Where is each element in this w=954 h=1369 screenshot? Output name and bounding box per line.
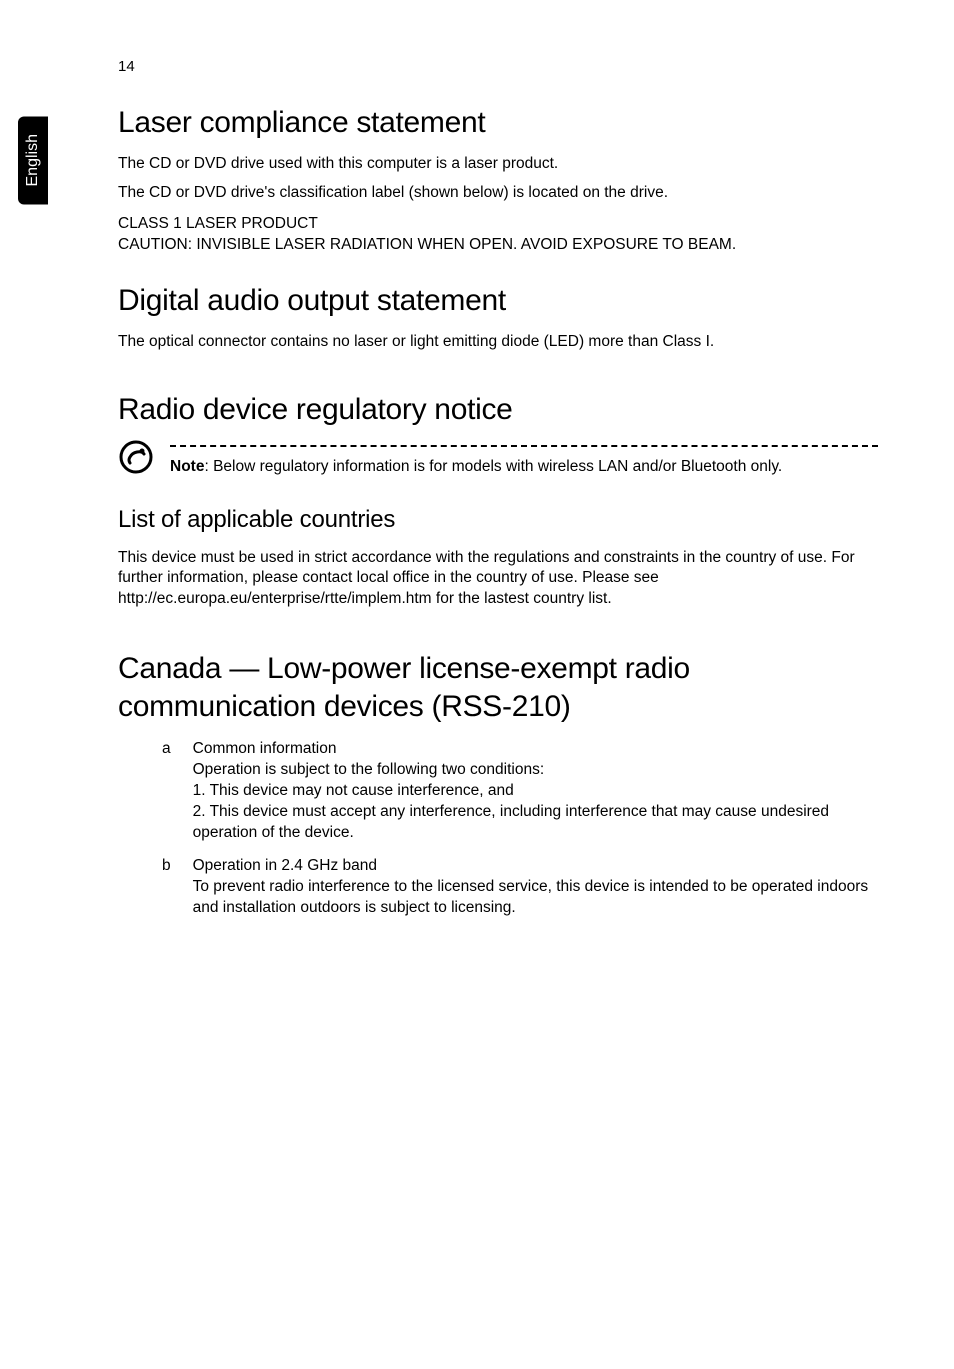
laser-section: Laser compliance statement The CD or DVD…	[118, 106, 878, 256]
digital-audio-heading: Digital audio output statement	[118, 284, 878, 318]
list-marker-a: a	[162, 739, 171, 844]
item-b-line1: Operation in 2.4 GHz band	[193, 856, 878, 877]
language-tab: English	[18, 116, 48, 204]
countries-heading: List of applicable countries	[118, 506, 878, 534]
digital-audio-section: Digital audio output statement The optic…	[118, 284, 878, 353]
note-text: Note: Below regulatory information is fo…	[170, 457, 878, 478]
list-body-b: Operation in 2.4 GHz band To prevent rad…	[193, 856, 878, 919]
note-block: Note: Below regulatory information is fo…	[118, 445, 878, 478]
item-a-line1: Common information	[193, 739, 878, 760]
radio-heading: Radio device regulatory notice	[118, 393, 878, 427]
countries-section: List of applicable countries This device…	[118, 506, 878, 611]
laser-para2: The CD or DVD drive's classification lab…	[118, 183, 878, 204]
canada-heading: Canada — Low-power license-exempt radio …	[118, 650, 878, 725]
list-body-a: Common information Operation is subject …	[193, 739, 878, 844]
page-number: 14	[118, 58, 135, 75]
note-icon	[118, 439, 154, 475]
laser-para3: CLASS 1 LASER PRODUCT	[118, 214, 878, 235]
radio-section: Radio device regulatory notice Note: Bel…	[118, 393, 878, 478]
note-divider	[170, 445, 878, 447]
canada-section: Canada — Low-power license-exempt radio …	[118, 650, 878, 918]
item-b-line2: To prevent radio interference to the lic…	[193, 877, 878, 919]
note-body: : Below regulatory information is for mo…	[204, 458, 782, 475]
item-a-line2: Operation is subject to the following tw…	[193, 760, 878, 781]
laser-heading: Laser compliance statement	[118, 106, 878, 140]
laser-para1: The CD or DVD drive used with this compu…	[118, 154, 878, 175]
list-marker-b: b	[162, 856, 171, 919]
note-label: Note	[170, 458, 204, 475]
item-a-line3: 1. This device may not cause interferenc…	[193, 781, 878, 802]
laser-para4: CAUTION: INVISIBLE LASER RADIATION WHEN …	[118, 235, 878, 256]
digital-audio-para1: The optical connector contains no laser …	[118, 332, 878, 353]
list-item: b Operation in 2.4 GHz band To prevent r…	[118, 856, 878, 919]
item-a-line4: 2. This device must accept any interfere…	[193, 802, 878, 844]
page-content: Laser compliance statement The CD or DVD…	[118, 106, 878, 947]
list-item: a Common information Operation is subjec…	[118, 739, 878, 844]
countries-para1: This device must be used in strict accor…	[118, 548, 878, 611]
